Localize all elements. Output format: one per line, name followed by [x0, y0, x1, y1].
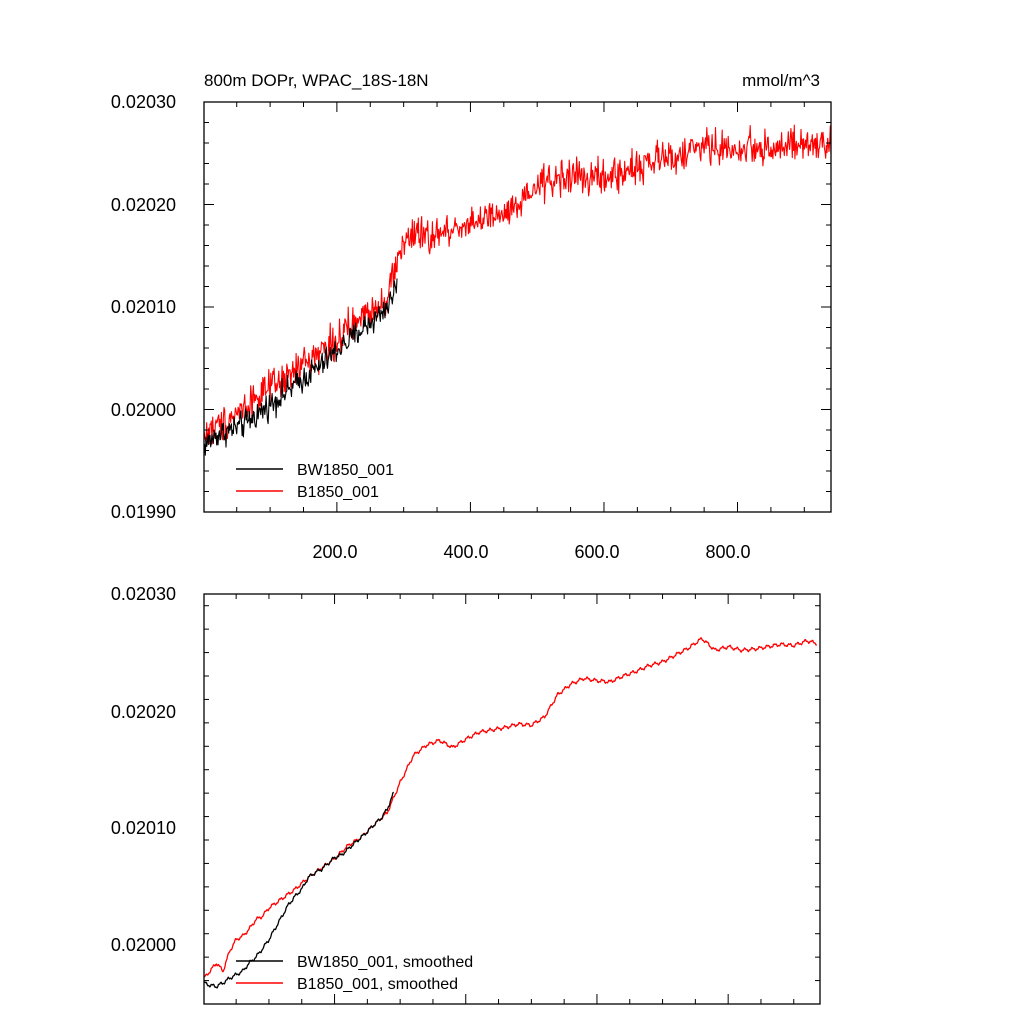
axis-ticks: [204, 594, 820, 1005]
y-tick-label: 0.02030: [111, 92, 176, 112]
y-tick-labels: 0.02030 0.02020 0.02010 0.02000: [111, 584, 176, 955]
series-line-bw1850: [203, 278, 398, 456]
x-tick-label: 400.0: [443, 542, 488, 562]
x-tick-labels: 200.0 400.0 600.0 800.0: [312, 542, 750, 562]
legend-label-b1850: B1850_001: [297, 484, 379, 501]
legend-label-bw1850: BW1850_001: [297, 462, 394, 479]
legend-label-bw1850-smoothed: BW1850_001, smoothed: [297, 954, 473, 971]
y-tick-label: 0.02030: [111, 584, 176, 604]
y-tick-labels: 0.02030 0.02020 0.02010 0.02000 0.01990: [111, 92, 176, 522]
axis-ticks: [204, 101, 831, 513]
x-tick-label: 200.0: [312, 542, 357, 562]
y-tick-label: 0.02000: [111, 935, 176, 955]
series-lines: [203, 637, 818, 989]
units-label: mmol/m^3: [742, 71, 820, 90]
x-tick-label: 800.0: [705, 542, 750, 562]
series-line-b1850: [203, 124, 832, 445]
legend: BW1850_001, smoothed B1850_001, smoothed: [236, 954, 473, 993]
y-tick-label: 0.02010: [111, 297, 176, 317]
x-tick-label: 600.0: [574, 542, 619, 562]
series-line-b1850-smoothed: [203, 637, 818, 978]
chart-title: 800m DOPr, WPAC_18S-18N: [204, 71, 429, 90]
plot-frame: [203, 593, 821, 1005]
series-lines: [203, 124, 832, 456]
top-panel: 800m DOPr, WPAC_18S-18N mmol/m^3 0.02030…: [111, 71, 832, 562]
y-tick-label: 0.02000: [111, 400, 176, 420]
legend: BW1850_001 B1850_001: [236, 462, 394, 501]
bottom-panel: 0.02030 0.02020 0.02010 0.02000 BW1850_0…: [111, 584, 821, 1005]
y-tick-label: 0.02020: [111, 195, 176, 215]
y-tick-label: 0.02020: [111, 702, 176, 722]
plot-frame: [203, 101, 832, 513]
series-line-bw1850-smoothed: [203, 791, 395, 989]
y-tick-label: 0.02010: [111, 818, 176, 838]
y-tick-label: 0.01990: [111, 502, 176, 522]
legend-label-b1850-smoothed: B1850_001, smoothed: [297, 976, 458, 993]
